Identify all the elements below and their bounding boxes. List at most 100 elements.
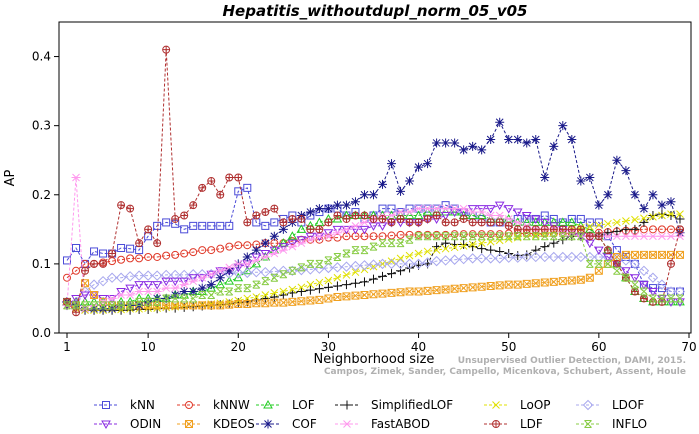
x-tick-label: 50 bbox=[501, 340, 516, 354]
point-fastabod bbox=[603, 232, 613, 241]
point-odin bbox=[179, 277, 190, 287]
point-kdeos bbox=[477, 282, 486, 291]
point-fastabod bbox=[233, 260, 243, 268]
point-ldof bbox=[674, 286, 686, 297]
point-inflo bbox=[153, 297, 161, 306]
point-inflo bbox=[198, 290, 207, 299]
point-knn bbox=[72, 243, 81, 252]
point-kdeos bbox=[342, 292, 351, 301]
point-simplifiedlof bbox=[612, 226, 622, 236]
point-knnw bbox=[477, 230, 486, 239]
y-tick-label: 0.2 bbox=[32, 188, 51, 202]
point-loop bbox=[604, 219, 612, 228]
point-knn bbox=[63, 256, 71, 265]
point-cof bbox=[576, 176, 586, 186]
point-inflo bbox=[649, 294, 657, 303]
point-inflo bbox=[567, 232, 576, 241]
point-simplifiedlof bbox=[648, 211, 658, 221]
point-kdeos bbox=[594, 266, 603, 275]
point-loop bbox=[270, 289, 279, 297]
point-inflo bbox=[72, 301, 80, 310]
point-inflo bbox=[450, 232, 459, 241]
point-ldf bbox=[486, 218, 495, 227]
point-fastabod bbox=[495, 211, 505, 220]
point-cof bbox=[441, 138, 451, 148]
point-simplifiedlof bbox=[621, 224, 631, 234]
point-simplifiedlof bbox=[486, 245, 496, 255]
point-inflo bbox=[342, 249, 351, 258]
point-cof bbox=[639, 204, 649, 214]
point-fastabod bbox=[441, 204, 451, 213]
point-fastabod bbox=[612, 232, 622, 241]
point-simplifiedlof bbox=[305, 285, 315, 295]
point-knn bbox=[189, 221, 198, 230]
point-odin bbox=[639, 281, 649, 290]
point-ldf bbox=[603, 246, 612, 255]
point-ldf bbox=[558, 225, 567, 234]
point-inflo bbox=[640, 287, 648, 296]
point-inflo bbox=[270, 273, 279, 282]
point-loop bbox=[261, 291, 270, 299]
point-cof bbox=[486, 134, 496, 144]
point-loop bbox=[667, 210, 675, 218]
point-fastabod bbox=[477, 208, 487, 216]
point-ldof bbox=[97, 275, 109, 287]
point-ldf bbox=[243, 218, 252, 227]
point-knnw bbox=[198, 246, 207, 255]
point-inflo bbox=[432, 232, 441, 241]
point-knnw bbox=[126, 254, 135, 263]
point-inflo bbox=[613, 266, 621, 275]
point-loop bbox=[585, 222, 594, 231]
point-odin bbox=[539, 218, 550, 228]
legend-marker-loop bbox=[492, 401, 500, 409]
point-odin bbox=[648, 288, 658, 297]
point-loop bbox=[297, 283, 306, 292]
point-inflo bbox=[261, 277, 270, 286]
point-lof bbox=[224, 276, 235, 285]
point-inflo bbox=[225, 287, 234, 296]
point-loop bbox=[450, 243, 459, 252]
point-fastabod bbox=[504, 215, 514, 223]
point-fastabod bbox=[323, 232, 333, 241]
point-kdeos bbox=[657, 250, 666, 259]
point-fastabod bbox=[423, 204, 433, 213]
point-ldof bbox=[341, 261, 352, 272]
point-loop bbox=[225, 298, 234, 306]
y-tick-label: 0.4 bbox=[32, 50, 51, 64]
point-ldof bbox=[323, 262, 334, 274]
point-ldf bbox=[594, 232, 603, 241]
point-kdeos bbox=[666, 250, 675, 259]
point-kdeos bbox=[297, 297, 306, 306]
point-fastabod bbox=[468, 208, 478, 216]
point-lof bbox=[296, 224, 307, 233]
point-inflo bbox=[468, 232, 477, 241]
point-cof bbox=[378, 179, 388, 189]
point-ldof bbox=[106, 272, 118, 283]
point-cof bbox=[179, 287, 189, 297]
point-ldf bbox=[198, 183, 207, 192]
point-cof bbox=[612, 155, 622, 165]
point-odin bbox=[80, 291, 90, 300]
point-simplifiedlof bbox=[639, 217, 649, 227]
point-simplifiedlof bbox=[459, 240, 469, 250]
point-cof bbox=[350, 197, 360, 207]
point-knnw bbox=[459, 230, 468, 239]
point-fastabod bbox=[224, 263, 234, 272]
legend-marker-odin bbox=[101, 420, 111, 430]
point-knn bbox=[234, 187, 243, 196]
plot-frame bbox=[58, 21, 692, 334]
point-knnw bbox=[405, 230, 414, 239]
point-ldof bbox=[368, 259, 379, 270]
point-fastabod bbox=[314, 232, 324, 241]
point-ldof bbox=[88, 279, 100, 290]
point-odin bbox=[503, 205, 514, 214]
point-ldof bbox=[512, 252, 523, 263]
point-fastabod bbox=[387, 211, 397, 220]
point-ldof bbox=[458, 253, 469, 265]
point-cof bbox=[558, 121, 568, 131]
point-ldf bbox=[162, 45, 171, 54]
point-ldf bbox=[567, 225, 576, 234]
point-ldof bbox=[413, 258, 424, 270]
point-kdeos bbox=[207, 301, 216, 310]
point-inflo bbox=[423, 232, 432, 241]
